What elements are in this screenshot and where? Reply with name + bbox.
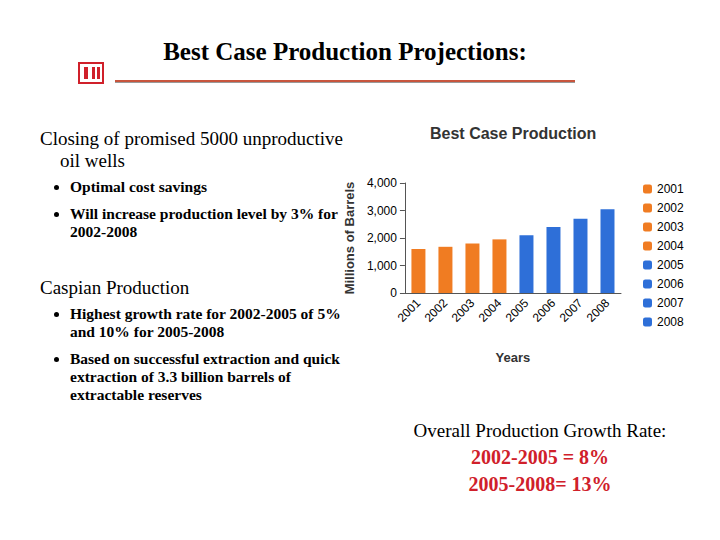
html-text:Will increase production level: Will increase production level by 3% for… xyxy=(70,205,338,240)
svg-text:Millions of Barrels: Millions of Barrels xyxy=(342,182,357,295)
svg-text:2005: 2005 xyxy=(657,258,684,272)
svg-text:2008: 2008 xyxy=(584,296,613,325)
svg-text:2004: 2004 xyxy=(476,296,505,325)
html-text:Overall Production Growth Rate: Overall Production Growth Rate: xyxy=(413,420,667,441)
html-text:Best Case Production Projectio: Best Case Production Projections: xyxy=(163,38,527,65)
html-text:Caspian Production: Caspian Production xyxy=(40,277,190,298)
html-text:Optimal cost savings: Optimal cost savings xyxy=(70,178,207,195)
svg-text:2003: 2003 xyxy=(657,220,684,234)
svg-text:2,000: 2,000 xyxy=(367,231,397,245)
svg-text:2001: 2001 xyxy=(395,296,424,325)
html-text:Closing of promised 5000 unpro: Closing of promised 5000 unproductive oi… xyxy=(40,128,343,171)
html-text:2005-2008= 13%: 2005-2008= 13% xyxy=(468,473,612,495)
svg-text:2002: 2002 xyxy=(657,201,684,215)
svg-text:2003: 2003 xyxy=(449,296,478,325)
svg-text:3,000: 3,000 xyxy=(367,204,397,218)
svg-text:2005: 2005 xyxy=(503,296,532,325)
html-text:2002-2005 = 8%: 2002-2005 = 8% xyxy=(471,446,609,468)
html-text:Based on successful extraction: Based on successful extraction and quick… xyxy=(70,350,340,403)
svg-text:0: 0 xyxy=(390,286,397,300)
svg-text:1,000: 1,000 xyxy=(367,259,397,273)
svg-text:2006: 2006 xyxy=(530,296,559,325)
svg-text:2004: 2004 xyxy=(657,239,684,253)
svg-text:4,000: 4,000 xyxy=(367,176,397,190)
svg-text:2006: 2006 xyxy=(657,277,684,291)
svg-text:2002: 2002 xyxy=(422,296,451,325)
svg-text:Years: Years xyxy=(496,350,531,365)
svg-text:2001: 2001 xyxy=(657,182,684,196)
svg-text:2007: 2007 xyxy=(557,296,586,325)
svg-text:2008: 2008 xyxy=(657,315,684,329)
svg-text:Best Case Production: Best Case Production xyxy=(430,125,596,142)
svg-text:2007: 2007 xyxy=(657,296,684,310)
html-text:Highest growth rate for 2002-2: Highest growth rate for 2002-2005 of 5% … xyxy=(70,305,341,340)
